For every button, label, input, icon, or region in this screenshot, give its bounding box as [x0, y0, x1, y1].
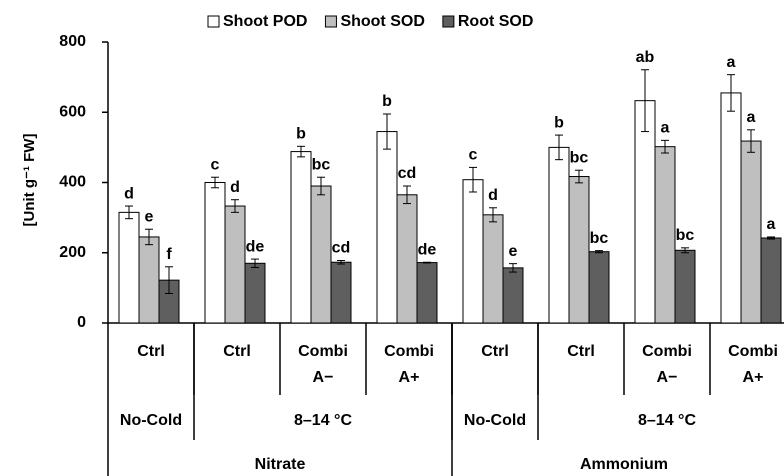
bar [548, 146, 570, 324]
significance-letter: de [246, 238, 265, 255]
y-tick-label: 200 [59, 244, 86, 261]
x-tick-label: Ctrl [137, 343, 165, 360]
significance-letter: bc [676, 227, 695, 244]
legend-swatch [442, 15, 455, 28]
bar [118, 211, 140, 324]
y-tick-label: 600 [59, 103, 86, 120]
x-tick-label: Ctrl [481, 343, 509, 360]
bar [482, 214, 504, 324]
y-tick-label: 0 [77, 314, 86, 331]
bar [502, 267, 524, 324]
significance-letter: ab [636, 49, 655, 66]
y-tick-label: 400 [59, 174, 86, 191]
significance-letter: a [767, 216, 776, 233]
nitrogen-label: Ammonium [580, 456, 668, 473]
x-tick-label: Ctrl [567, 343, 595, 360]
bar [376, 131, 398, 324]
x-tick-label: Combi [728, 343, 778, 360]
x-tick-label: Combi [642, 343, 692, 360]
bar [462, 179, 484, 324]
legend-label: Shoot SOD [340, 13, 424, 30]
x-tick-label: A− [657, 369, 678, 386]
temperature-label: 8–14 °C [638, 412, 696, 429]
y-tick-label: 800 [59, 33, 86, 50]
significance-letter: b [296, 126, 306, 143]
x-tick-label: Combi [384, 343, 434, 360]
bar [290, 151, 312, 324]
legend-label: Shoot POD [223, 13, 307, 30]
x-tick-label: Ctrl [223, 343, 251, 360]
significance-letter: e [145, 208, 154, 225]
significance-letter: d [488, 187, 498, 204]
bar [396, 194, 418, 324]
bar [720, 92, 742, 324]
temperature-label: No-Cold [120, 412, 182, 429]
bar [416, 262, 438, 324]
bar [760, 237, 782, 324]
bar [654, 146, 676, 324]
significance-letter: a [727, 54, 736, 71]
significance-letter: e [509, 243, 518, 260]
x-tick-label: A− [313, 369, 334, 386]
y-axis-label: [Unit g⁻¹ FW] [21, 134, 38, 227]
x-tick-label: A+ [743, 369, 764, 386]
bar [740, 140, 762, 324]
significance-letter: bc [590, 230, 609, 247]
bar [634, 100, 656, 324]
bar [224, 205, 246, 324]
nitrogen-label: Nitrate [255, 456, 306, 473]
significance-letter: a [747, 109, 756, 126]
significance-letter: bc [570, 149, 589, 166]
legend-label: Root SOD [458, 13, 534, 30]
x-tick-label: A+ [399, 369, 420, 386]
bar [138, 236, 160, 324]
significance-letter: bc [312, 156, 331, 173]
bar [204, 182, 226, 324]
significance-letter: d [124, 185, 134, 202]
significance-letter: a [661, 120, 670, 137]
significance-letter: d [230, 179, 240, 196]
significance-letter: c [469, 147, 478, 164]
bar [588, 251, 610, 324]
temperature-label: No-Cold [464, 412, 526, 429]
bar [330, 261, 352, 324]
bar [244, 262, 266, 324]
significance-letter: c [211, 156, 220, 173]
x-tick-label: Combi [298, 343, 348, 360]
significance-letter: f [166, 246, 172, 263]
significance-letter: b [382, 93, 392, 110]
legend-swatch [324, 15, 337, 28]
bar [310, 185, 332, 324]
legend-swatch [207, 15, 220, 28]
temperature-label: 8–14 °C [294, 412, 352, 429]
significance-letter: cd [332, 240, 351, 257]
bar [568, 176, 590, 324]
bar [674, 249, 696, 324]
significance-letter: cd [398, 165, 417, 182]
significance-letter: de [418, 241, 437, 258]
significance-letter: b [554, 114, 564, 131]
